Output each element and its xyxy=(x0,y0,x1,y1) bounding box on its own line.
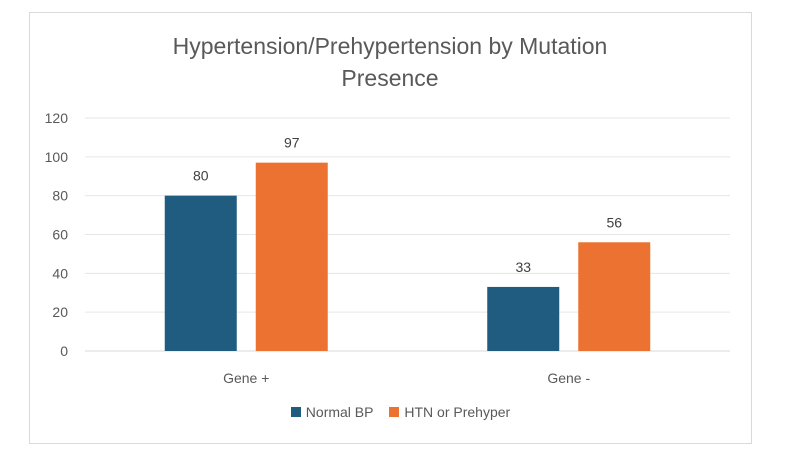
data-label-htn-or-prehyper-gene-minus: 56 xyxy=(606,214,622,230)
y-tick-label-100: 100 xyxy=(45,149,69,165)
legend: Normal BP HTN or Prehyper xyxy=(0,404,801,420)
data-label-normal-bp-gene-plus: 80 xyxy=(193,168,209,184)
legend-item-htn-or-prehyper: HTN or Prehyper xyxy=(389,404,510,420)
bar-normal-bp-gene-plus xyxy=(164,195,237,351)
chart-frame xyxy=(29,12,752,444)
chart-title: Hypertension/Prehypertension by Mutation… xyxy=(0,30,780,94)
legend-item-normal-bp: Normal BP xyxy=(290,404,374,420)
y-tick-label-60: 60 xyxy=(52,227,68,243)
legend-label-normal-bp: Normal BP xyxy=(305,404,374,420)
x-tick-label-gene-minus: Gene - xyxy=(547,370,590,386)
y-tick-label-20: 20 xyxy=(52,304,68,320)
y-tick-label-0: 0 xyxy=(60,343,68,359)
bar-htn-or-prehyper-gene-plus xyxy=(255,162,328,351)
data-label-htn-or-prehyper-gene-plus: 97 xyxy=(284,135,300,151)
legend-label-htn-or-prehyper: HTN or Prehyper xyxy=(404,404,511,420)
bar-normal-bp-gene-minus xyxy=(487,286,560,351)
y-tick-label-120: 120 xyxy=(45,110,69,126)
bar-htn-or-prehyper-gene-minus xyxy=(578,242,651,351)
data-label-normal-bp-gene-minus: 33 xyxy=(515,259,531,275)
chart-title-line-1: Hypertension/Prehypertension by Mutation xyxy=(172,33,608,59)
y-tick-label-40: 40 xyxy=(52,265,68,281)
chart-title-line-2: Presence xyxy=(341,65,439,91)
legend-swatch-normal-bp xyxy=(290,407,301,417)
legend-swatch-htn-or-prehyper xyxy=(389,407,400,417)
y-tick-label-80: 80 xyxy=(52,188,68,204)
x-tick-label-gene-plus: Gene + xyxy=(223,370,269,386)
